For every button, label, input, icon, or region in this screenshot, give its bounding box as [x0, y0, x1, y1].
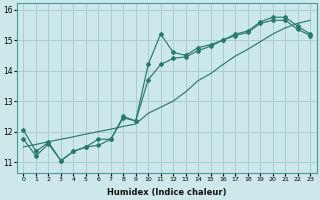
X-axis label: Humidex (Indice chaleur): Humidex (Indice chaleur)	[107, 188, 227, 197]
